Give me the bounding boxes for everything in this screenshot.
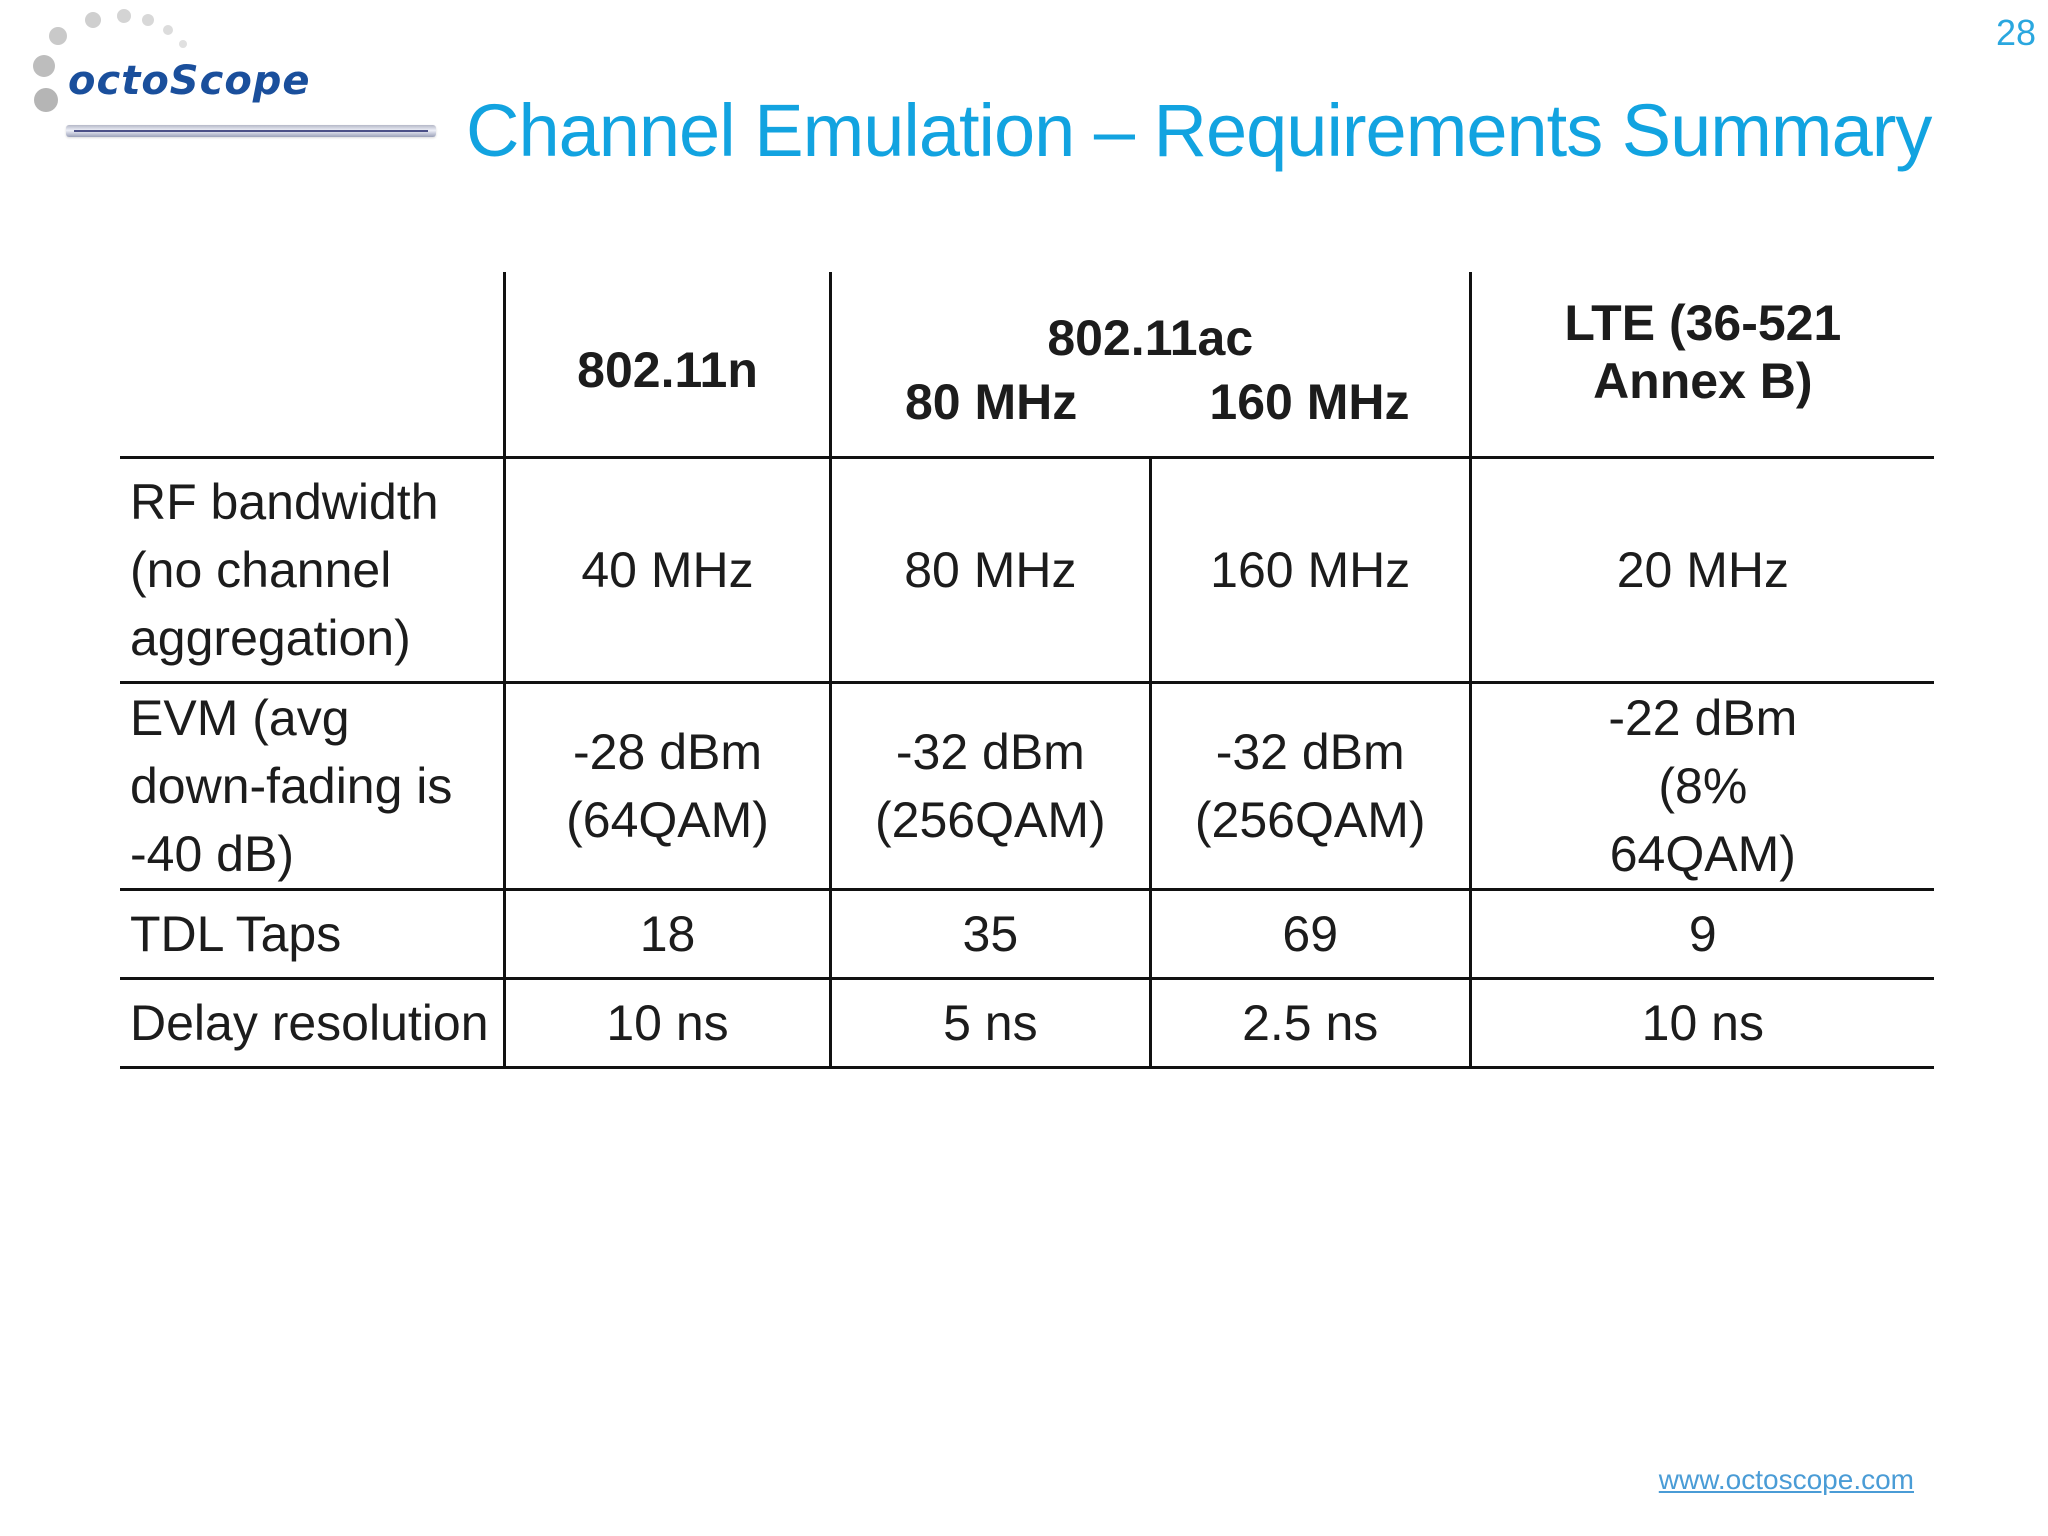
cell-rf-80211n: 40 MHz bbox=[503, 457, 831, 684]
page-number: 28 bbox=[1995, 12, 2036, 53]
header-row-1: 802.11n 802.11ac LTE (36-521 Annex B) bbox=[120, 272, 1934, 459]
slide-title: Channel Emulation – Requirements Summary bbox=[466, 89, 1932, 172]
cell-delay-160mhz: 2.5 ns bbox=[1148, 978, 1471, 1069]
header-row-2: 80 MHz 160 MHz bbox=[120, 367, 1934, 459]
cell-evm-80mhz: -32 dBm (256QAM) bbox=[828, 682, 1151, 891]
header-80211ac-160mhz: 160 MHz bbox=[1150, 367, 1471, 459]
logo-wordmark: octoScope bbox=[68, 58, 311, 104]
cell-tdl-lte: 9 bbox=[1468, 889, 1934, 980]
header-80211n: 802.11n bbox=[503, 272, 831, 459]
header-lte: LTE (36-521 Annex B) bbox=[1468, 272, 1934, 459]
cell-evm-160mhz: -32 dBm (256QAM) bbox=[1148, 682, 1471, 891]
row-label-delay-resolution: Delay resolution bbox=[120, 978, 505, 1069]
cell-tdl-160mhz: 69 bbox=[1148, 889, 1471, 980]
cell-delay-lte: 10 ns bbox=[1468, 978, 1934, 1069]
table-row: EVM (avg down-fading is -40 dB) -28 dBm … bbox=[120, 682, 1934, 891]
cell-delay-80211n: 10 ns bbox=[503, 978, 831, 1069]
requirements-table: 802.11n 802.11ac LTE (36-521 Annex B) 80… bbox=[120, 272, 1934, 1069]
cell-tdl-80mhz: 35 bbox=[828, 889, 1151, 980]
table-row: RF bandwidth (no channel aggregation) 40… bbox=[120, 457, 1934, 684]
header-empty-cell bbox=[120, 272, 505, 459]
table-row: TDL Taps 18 35 69 9 bbox=[120, 889, 1934, 980]
header-80211ac: 802.11ac bbox=[828, 272, 1471, 367]
cell-rf-80mhz: 80 MHz bbox=[828, 457, 1151, 684]
cell-tdl-80211n: 18 bbox=[503, 889, 831, 980]
cell-rf-160mhz: 160 MHz bbox=[1148, 457, 1471, 684]
logo-dots-icon bbox=[33, 9, 187, 112]
row-label-tdl-taps: TDL Taps bbox=[120, 889, 505, 980]
row-label-rf-bandwidth: RF bandwidth (no channel aggregation) bbox=[120, 457, 505, 684]
table-row: Delay resolution 10 ns 5 ns 2.5 ns 10 ns bbox=[120, 978, 1934, 1069]
cell-evm-80211n: -28 dBm (64QAM) bbox=[503, 682, 831, 891]
cell-evm-lte: -22 dBm (8% 64QAM) bbox=[1468, 682, 1934, 891]
octoscope-logo: octoScope bbox=[28, 8, 448, 148]
row-label-evm: EVM (avg down-fading is -40 dB) bbox=[120, 682, 505, 891]
cell-rf-lte: 20 MHz bbox=[1468, 457, 1934, 684]
cell-delay-80mhz: 5 ns bbox=[828, 978, 1151, 1069]
header-80211ac-80mhz: 80 MHz bbox=[828, 367, 1151, 459]
logo-underline-bar bbox=[66, 125, 436, 137]
footer-website-link[interactable]: www.octoscope.com bbox=[1658, 1464, 1914, 1495]
